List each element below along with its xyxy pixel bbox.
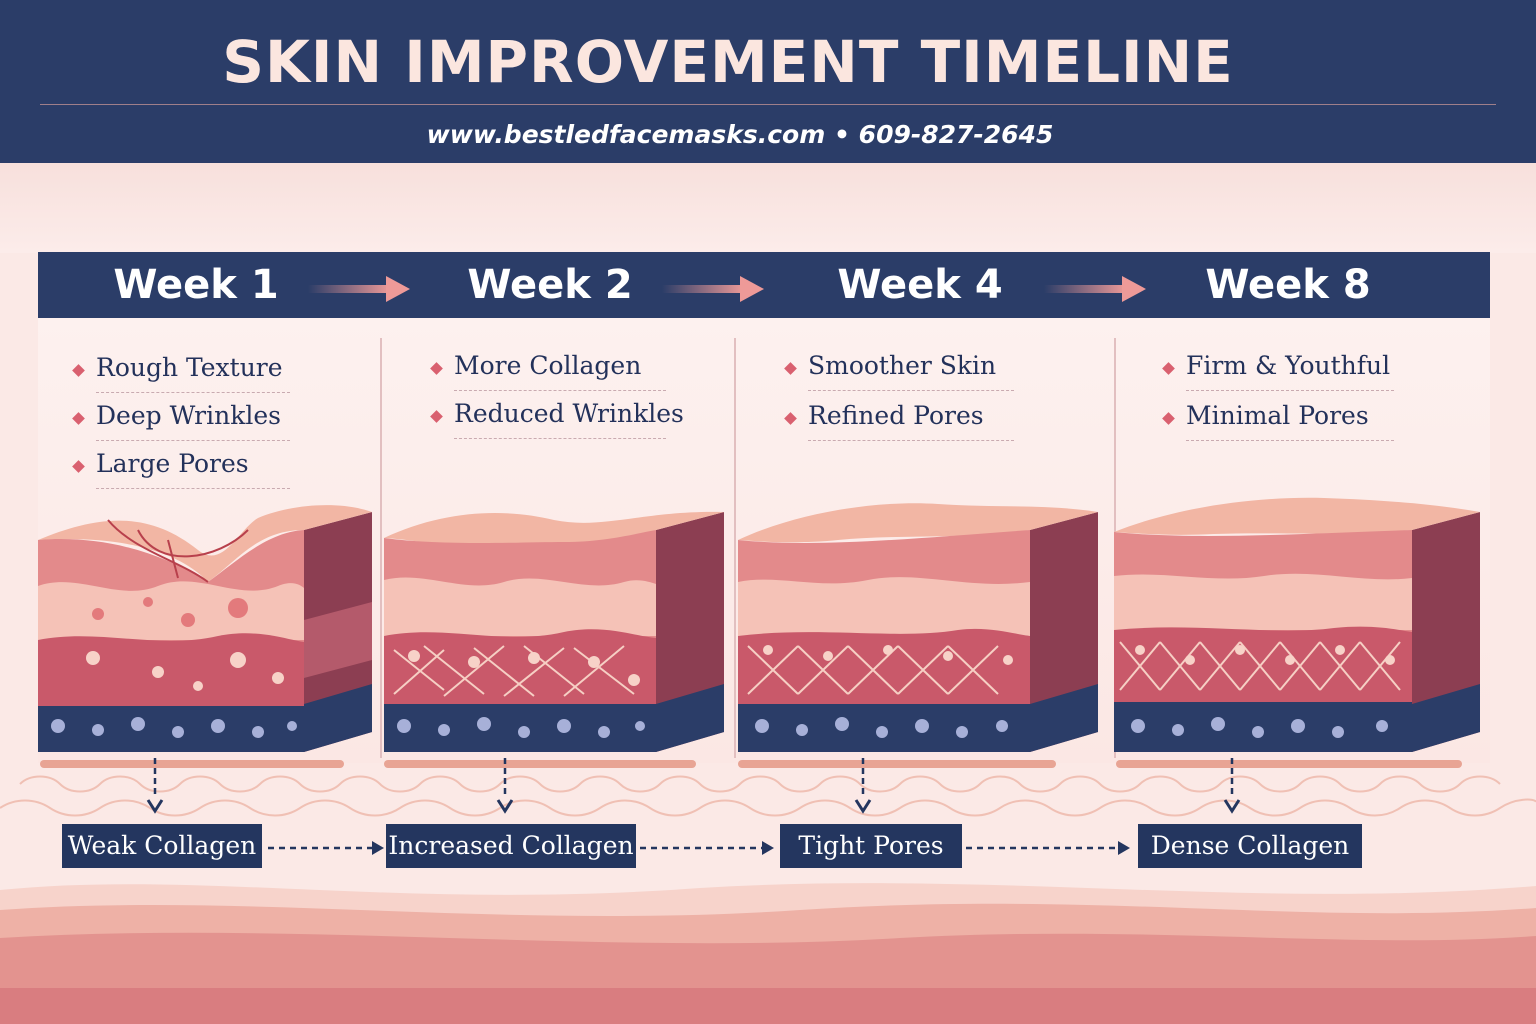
- item-text: Reduced Wrinkles: [454, 399, 684, 428]
- column-divider: [380, 338, 382, 758]
- list-item: More Collagen: [430, 346, 666, 391]
- skin-texture-strip: [0, 775, 1536, 817]
- list-item: Minimal Pores: [1162, 396, 1394, 441]
- list-item: Rough Texture: [72, 348, 290, 393]
- collagen-band: [384, 760, 696, 768]
- collagen-band: [738, 760, 1056, 768]
- item-text: Minimal Pores: [1186, 401, 1369, 430]
- list-item: Large Pores: [72, 444, 290, 489]
- skin-block-week-8: [1114, 497, 1480, 752]
- collagen-band: [40, 760, 344, 768]
- item-text: Refined Pores: [808, 401, 984, 430]
- item-text: Smoother Skin: [808, 351, 997, 380]
- item-text: Deep Wrinkles: [96, 401, 281, 430]
- skin-block-week-2: [384, 511, 724, 752]
- list-item: Deep Wrinkles: [72, 396, 290, 441]
- collagen-label-week-8: Dense Collagen: [1138, 824, 1362, 868]
- list-item: Smoother Skin: [784, 346, 1014, 391]
- week-header-bar: [38, 252, 1490, 318]
- collagen-label-week-4: Tight Pores: [780, 824, 962, 868]
- list-item: Refined Pores: [784, 396, 1014, 441]
- collagen-label-week-2: Increased Collagen: [386, 824, 636, 868]
- item-text: Firm & Youthful: [1186, 351, 1391, 380]
- list-item: Firm & Youthful: [1162, 346, 1394, 391]
- item-text: More Collagen: [454, 351, 642, 380]
- arrow-right-icon: [1044, 276, 1146, 302]
- dashed-arrow-right-icon: [640, 841, 774, 855]
- item-text: Rough Texture: [96, 353, 283, 382]
- arrow-down-icon: [854, 758, 872, 814]
- background-band: [0, 163, 1536, 253]
- week-label-3: Week 4: [837, 262, 1003, 308]
- arrow-right-icon: [662, 276, 764, 302]
- arrow-down-icon: [1223, 758, 1241, 814]
- list-item: Reduced Wrinkles: [430, 394, 684, 439]
- arrow-right-icon: [308, 276, 410, 302]
- arrow-down-icon: [146, 758, 164, 814]
- collagen-label-week-1: Weak Collagen: [62, 824, 262, 868]
- week-label-2: Week 2: [467, 262, 633, 308]
- dashed-arrow-right-icon: [268, 841, 384, 855]
- skin-block-week-4: [738, 503, 1098, 752]
- decorative-waves: [0, 883, 1536, 1024]
- week-label-4: Week 8: [1205, 262, 1371, 308]
- item-text: Large Pores: [96, 449, 249, 478]
- skin-block-week-1: [38, 505, 372, 752]
- arrow-down-icon: [496, 758, 514, 814]
- column-divider: [734, 338, 736, 758]
- dashed-arrow-right-icon: [966, 841, 1130, 855]
- header-banner: [0, 0, 1536, 163]
- page-title: SKIN IMPROVEMENT TIMELINE: [222, 28, 1234, 96]
- header-divider: [40, 104, 1496, 105]
- contact-line: www.bestledfacemasks.com • 609-827-2645: [426, 120, 1054, 149]
- collagen-band: [1116, 760, 1462, 768]
- week-label-1: Week 1: [113, 262, 279, 308]
